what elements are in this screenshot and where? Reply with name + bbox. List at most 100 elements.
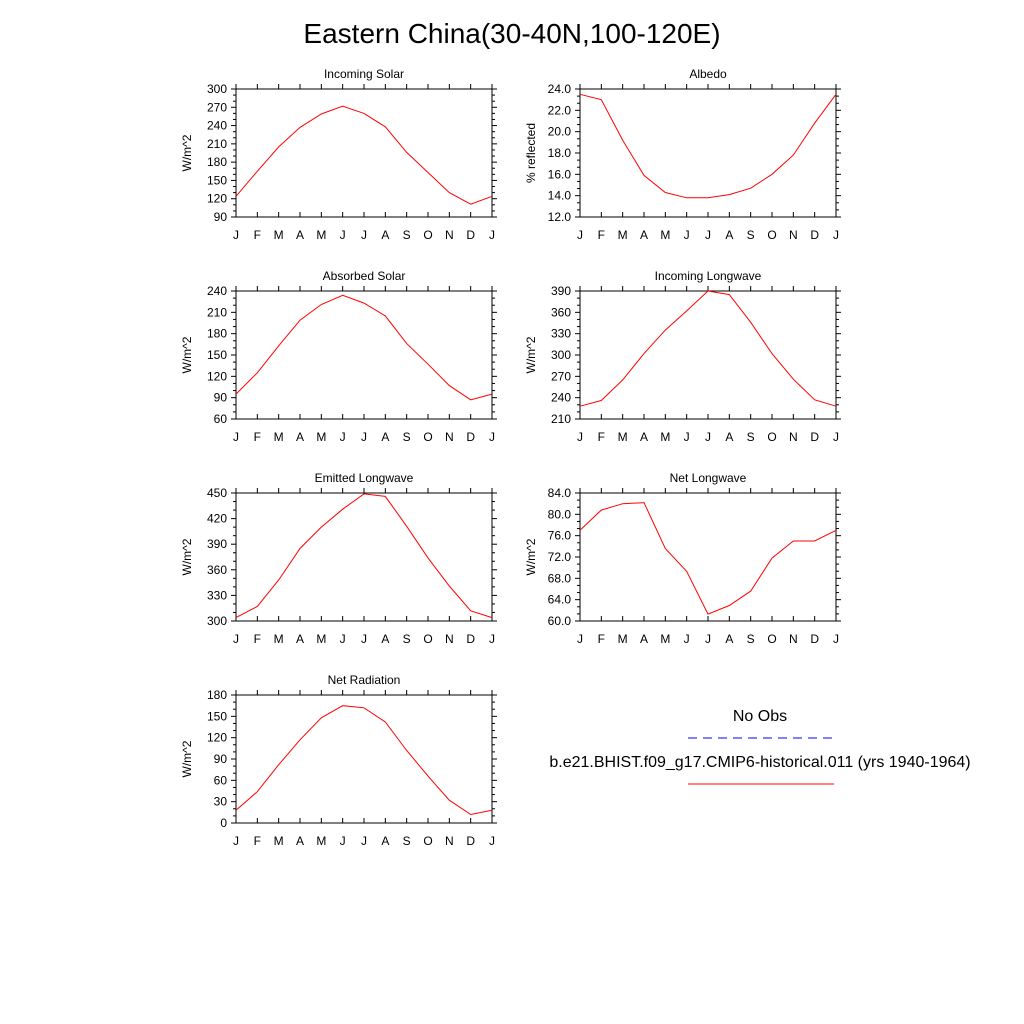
y-tick-label: 300 [551, 348, 571, 362]
y-tick-label: 120 [207, 192, 227, 206]
x-tick-label: M [274, 430, 284, 444]
x-tick-label: D [466, 834, 475, 848]
x-tick-label: N [445, 632, 454, 646]
y-tick-label: 330 [551, 327, 571, 341]
y-tick-label: 180 [207, 155, 227, 169]
y-tick-label: 76.0 [548, 529, 572, 543]
y-axis-label: % reflected [524, 123, 538, 183]
x-tick-label: J [577, 228, 583, 242]
x-tick-label: N [789, 228, 798, 242]
x-tick-label: S [403, 430, 411, 444]
x-tick-label: S [747, 632, 755, 646]
series-line [235, 105, 493, 205]
y-tick-label: 330 [207, 588, 227, 602]
y-axis-label: W/m^2 [180, 538, 194, 575]
x-tick-label: M [618, 228, 628, 242]
y-tick-label: 180 [207, 688, 227, 702]
x-tick-label: J [577, 632, 583, 646]
y-axis-label: W/m^2 [180, 134, 194, 171]
x-tick-label: J [361, 632, 367, 646]
y-tick-label: 420 [207, 512, 227, 526]
x-tick-label: M [316, 228, 326, 242]
x-tick-label: J [684, 228, 690, 242]
x-tick-label: N [445, 228, 454, 242]
y-tick-label: 18.0 [548, 146, 572, 160]
plot-frame [579, 290, 837, 420]
x-tick-label: M [316, 632, 326, 646]
x-tick-label: S [747, 430, 755, 444]
x-tick-label: J [233, 430, 239, 444]
y-tick-label: 180 [207, 327, 227, 341]
y-tick-label: 90 [214, 391, 228, 405]
x-tick-label: M [274, 834, 284, 848]
x-tick-label: O [423, 430, 432, 444]
panel-title: Net Radiation [328, 673, 401, 687]
y-tick-label: 84.0 [548, 486, 572, 500]
y-tick-label: 240 [207, 119, 227, 133]
y-tick-label: 22.0 [548, 103, 572, 117]
x-tick-label: J [489, 430, 495, 444]
x-tick-label: J [833, 632, 839, 646]
x-tick-label: A [725, 430, 733, 444]
x-tick-label: F [598, 430, 605, 444]
x-tick-label: N [789, 430, 798, 444]
x-tick-label: A [381, 632, 389, 646]
x-tick-label: M [316, 834, 326, 848]
legend: No Obs b.e21.BHIST.f09_g17.CMIP6-histori… [549, 708, 971, 785]
legend-obs-label: No Obs [733, 708, 787, 725]
series-line [235, 493, 493, 619]
y-tick-label: 16.0 [548, 167, 572, 181]
y-tick-label: 120 [207, 369, 227, 383]
x-tick-label: M [660, 228, 670, 242]
x-tick-label: J [361, 834, 367, 848]
x-tick-label: F [598, 228, 605, 242]
x-tick-label: D [810, 632, 819, 646]
x-tick-label: J [233, 228, 239, 242]
x-tick-label: J [705, 632, 711, 646]
y-tick-label: 0 [220, 816, 227, 830]
legend-model-label: b.e21.BHIST.f09_g17.CMIP6-historical.011… [549, 754, 970, 771]
y-tick-label: 90 [214, 752, 228, 766]
x-tick-label: J [577, 430, 583, 444]
y-tick-label: 300 [207, 614, 227, 628]
y-tick-label: 30 [214, 795, 228, 809]
x-tick-label: O [423, 834, 432, 848]
y-tick-label: 24.0 [548, 82, 572, 96]
x-tick-label: F [598, 632, 605, 646]
y-tick-label: 210 [207, 137, 227, 151]
x-tick-label: J [233, 834, 239, 848]
series-line [579, 502, 837, 615]
y-tick-label: 14.0 [548, 189, 572, 203]
y-tick-label: 150 [207, 173, 227, 187]
x-tick-label: J [705, 228, 711, 242]
x-tick-label: J [489, 632, 495, 646]
panel-title: Incoming Longwave [655, 269, 762, 283]
x-tick-label: D [466, 430, 475, 444]
x-tick-label: F [254, 430, 261, 444]
x-tick-label: S [403, 228, 411, 242]
y-tick-label: 300 [207, 82, 227, 96]
panel-title: Absorbed Solar [323, 269, 406, 283]
x-tick-label: A [296, 228, 304, 242]
x-tick-label: A [381, 228, 389, 242]
series-line [235, 294, 493, 401]
y-tick-label: 120 [207, 731, 227, 745]
x-tick-label: A [296, 632, 304, 646]
x-tick-label: M [618, 430, 628, 444]
x-tick-label: M [274, 228, 284, 242]
x-tick-label: A [640, 228, 648, 242]
y-tick-label: 72.0 [548, 550, 572, 564]
panel-title: Net Longwave [670, 471, 747, 485]
series-line [235, 705, 493, 816]
plot-frame [235, 290, 493, 420]
x-tick-label: M [660, 430, 670, 444]
x-tick-label: J [705, 430, 711, 444]
x-tick-label: M [274, 632, 284, 646]
y-tick-label: 360 [207, 563, 227, 577]
y-tick-label: 390 [207, 537, 227, 551]
y-tick-label: 240 [207, 284, 227, 298]
panel-title: Emitted Longwave [315, 471, 414, 485]
